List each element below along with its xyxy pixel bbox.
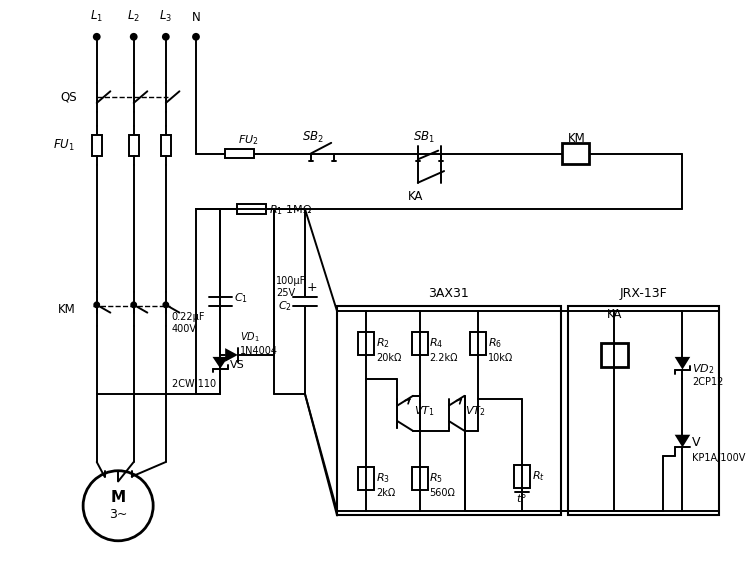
Text: $R_2$: $R_2$: [376, 336, 390, 350]
Text: N: N: [192, 11, 201, 24]
Text: $SB_2$: $SB_2$: [302, 129, 323, 144]
Text: $C_2$: $C_2$: [277, 300, 292, 313]
Text: 100μF
25V: 100μF 25V: [276, 276, 306, 298]
Bar: [129, 135, 139, 156]
Text: 560Ω: 560Ω: [430, 488, 455, 498]
Circle shape: [94, 302, 100, 307]
Text: $R_4$: $R_4$: [430, 336, 444, 350]
Text: KM: KM: [57, 302, 75, 316]
Text: VS: VS: [230, 360, 245, 370]
Polygon shape: [213, 357, 228, 369]
Text: $L_3$: $L_3$: [159, 9, 173, 24]
Text: $FU_1$: $FU_1$: [54, 138, 75, 154]
Text: 0.22μF
400V: 0.22μF 400V: [172, 312, 205, 334]
Text: $FU_2$: $FU_2$: [238, 133, 259, 147]
Text: $R_t$: $R_t$: [532, 470, 544, 484]
Text: $C_1$: $C_1$: [234, 292, 248, 305]
Text: 2CP12: 2CP12: [692, 377, 724, 387]
Text: $R_1$ 1M$\Omega$: $R_1$ 1M$\Omega$: [269, 203, 312, 217]
Polygon shape: [675, 435, 690, 447]
Text: $t°$: $t°$: [516, 492, 527, 504]
Bar: [237, 204, 266, 214]
Text: $VD_2$: $VD_2$: [692, 363, 715, 377]
Text: 10kΩ: 10kΩ: [488, 353, 513, 363]
Circle shape: [130, 34, 136, 40]
Text: 2CW 110: 2CW 110: [172, 379, 216, 389]
Bar: [568, 306, 719, 516]
Text: KP1A/100V: KP1A/100V: [692, 453, 746, 463]
Bar: [601, 343, 628, 367]
Bar: [562, 143, 589, 164]
Circle shape: [131, 302, 136, 307]
Circle shape: [193, 34, 199, 40]
Bar: [358, 332, 374, 355]
Text: M: M: [111, 490, 126, 505]
Text: 3~: 3~: [109, 508, 127, 521]
Text: $R_3$: $R_3$: [376, 472, 390, 485]
Bar: [337, 306, 561, 516]
Text: KM: KM: [568, 132, 585, 145]
Text: $L_1$: $L_1$: [90, 9, 103, 24]
Text: 20kΩ: 20kΩ: [376, 353, 401, 363]
Polygon shape: [675, 357, 690, 370]
Text: $VT_1$: $VT_1$: [414, 404, 434, 418]
Text: $VD_1$
1N4004: $VD_1$ 1N4004: [240, 331, 277, 356]
Text: $R_6$: $R_6$: [488, 336, 502, 350]
Text: $VT_2$: $VT_2$: [465, 404, 486, 418]
Polygon shape: [225, 348, 238, 362]
Text: $R_5$: $R_5$: [430, 472, 443, 485]
Bar: [412, 467, 428, 490]
Text: 2.2kΩ: 2.2kΩ: [430, 353, 458, 363]
Text: $L_2$: $L_2$: [127, 9, 140, 24]
Text: KA: KA: [408, 190, 424, 203]
Text: KA: KA: [606, 308, 622, 321]
Circle shape: [164, 302, 168, 307]
Bar: [514, 465, 530, 488]
Text: JRX-13F: JRX-13F: [620, 287, 667, 300]
Bar: [470, 332, 486, 355]
Text: 2kΩ: 2kΩ: [376, 488, 395, 498]
Circle shape: [93, 34, 100, 40]
Text: V: V: [692, 436, 700, 449]
Circle shape: [163, 34, 169, 40]
Text: $SB_1$: $SB_1$: [412, 129, 434, 144]
Bar: [358, 467, 374, 490]
Text: +: +: [307, 281, 317, 294]
Bar: [92, 135, 102, 156]
Bar: [412, 332, 428, 355]
Bar: [161, 135, 170, 156]
Text: QS: QS: [60, 91, 77, 103]
Text: 3AX31: 3AX31: [428, 287, 469, 300]
Bar: [225, 149, 254, 158]
